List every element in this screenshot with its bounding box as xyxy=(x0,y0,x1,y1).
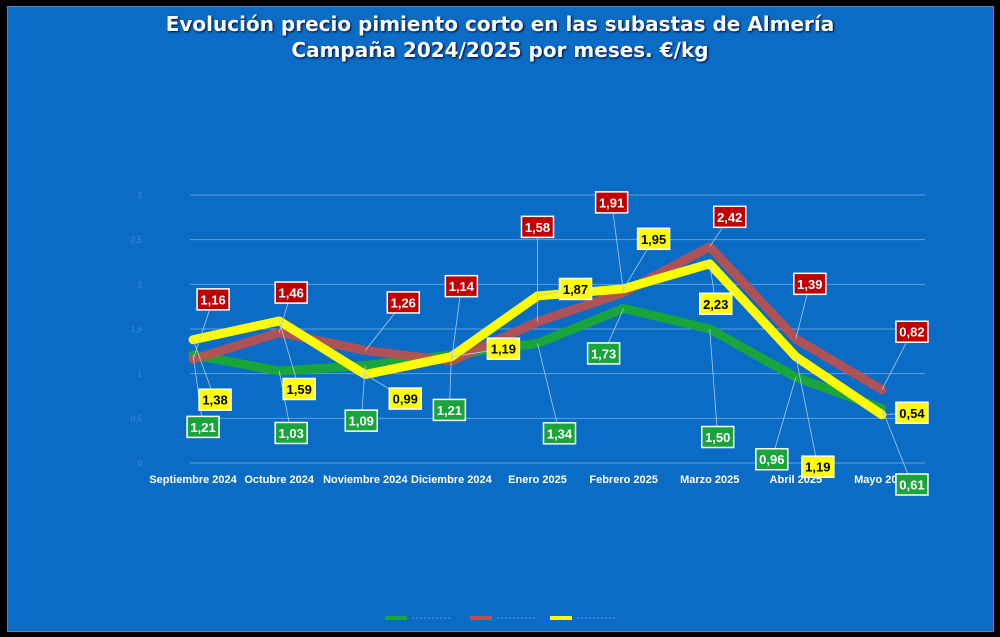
data-label: 0,54 xyxy=(899,406,925,421)
x-tick-label: Febrero 2025 xyxy=(589,474,657,486)
data-label-box xyxy=(520,215,555,239)
data-label-box xyxy=(895,320,929,343)
data-label: 0,82 xyxy=(899,325,924,340)
data-label: 1,03 xyxy=(279,426,304,441)
data-label-box xyxy=(594,191,629,214)
data-label-box xyxy=(186,415,220,439)
data-label-leader xyxy=(192,354,204,427)
data-label-leader xyxy=(611,202,625,293)
data-label-box xyxy=(196,288,230,311)
x-tick-label: Octubre 2024 xyxy=(244,474,315,486)
data-label: 1,50 xyxy=(705,430,730,445)
data-label: 1,19 xyxy=(491,342,516,357)
y-tick-label: 3 xyxy=(138,191,143,200)
data-label-box xyxy=(344,409,379,432)
data-label: 1,91 xyxy=(599,195,624,210)
data-label-box xyxy=(282,377,316,401)
data-label: 1,34 xyxy=(547,426,573,441)
data-label-box xyxy=(712,205,747,229)
y-tick-label: 1,5 xyxy=(131,325,143,334)
data-label: 1,58 xyxy=(525,220,550,235)
data-label-leader xyxy=(450,286,462,362)
data-label: 1,38 xyxy=(202,393,227,408)
data-label-box xyxy=(895,401,929,425)
y-tick-label: 0 xyxy=(138,459,143,468)
x-tick-label: Diciembre 2024 xyxy=(411,474,493,486)
data-label-box xyxy=(895,473,929,496)
data-label-box xyxy=(636,227,671,251)
data-label-box xyxy=(274,281,308,304)
data-label-leader xyxy=(709,328,719,438)
data-label-leader xyxy=(881,408,913,485)
chart-title-line2: Campaña 2024/2025 por meses. €/kg xyxy=(291,38,709,62)
data-label-box xyxy=(432,398,467,422)
data-label: 1,16 xyxy=(200,292,225,307)
data-label-box xyxy=(793,272,827,296)
data-label-box xyxy=(755,447,789,471)
chart-title-line1: Evolución precio pimiento corto en las s… xyxy=(165,12,835,36)
data-label: 2,42 xyxy=(717,210,742,225)
data-label: 1,19 xyxy=(805,460,830,475)
data-label-box xyxy=(586,342,621,365)
data-label-box xyxy=(801,455,835,478)
data-label: 0,96 xyxy=(759,452,784,467)
data-label: 1,73 xyxy=(591,346,616,361)
data-label: 1,21 xyxy=(190,420,215,435)
data-label-box xyxy=(386,291,421,314)
data-label-box xyxy=(198,388,232,411)
data-label: 1,09 xyxy=(349,414,374,429)
x-tick-label: Enero 2025 xyxy=(508,474,567,486)
data-label: 1,87 xyxy=(563,282,588,297)
data-label-box xyxy=(700,425,735,449)
data-label: 1,95 xyxy=(641,232,666,247)
y-tick-label: 2 xyxy=(138,280,143,289)
y-tick-label: 1 xyxy=(138,370,143,379)
x-tick-label: Noviembre 2024 xyxy=(323,474,408,486)
data-label-leader xyxy=(795,356,819,467)
data-label: 1,59 xyxy=(287,382,312,397)
x-tick-label: Marzo 2025 xyxy=(680,474,739,486)
data-label: 1,39 xyxy=(797,277,822,292)
data-label: 1,21 xyxy=(437,403,462,418)
y-tick-label: 2,5 xyxy=(131,236,143,245)
data-label-box xyxy=(274,421,308,445)
data-label: 0,99 xyxy=(393,392,418,407)
data-label-box xyxy=(558,277,593,301)
data-label: 1,14 xyxy=(449,279,475,294)
data-label: 2,23 xyxy=(703,297,728,312)
data-label: 0,61 xyxy=(899,478,924,493)
x-tick-label: Septiembre 2024 xyxy=(149,474,237,486)
data-label-box xyxy=(486,337,521,360)
data-label-box xyxy=(388,387,423,410)
y-tick-label: 0,5 xyxy=(131,414,143,423)
data-label-leader xyxy=(771,377,797,460)
data-label: 1,46 xyxy=(279,286,304,301)
data-label-box xyxy=(698,292,733,316)
data-label-box xyxy=(444,274,479,298)
data-label-leader xyxy=(278,320,300,390)
data-label-leader xyxy=(537,343,560,434)
data-label-box xyxy=(542,422,577,445)
data-label: 1,26 xyxy=(391,295,416,310)
